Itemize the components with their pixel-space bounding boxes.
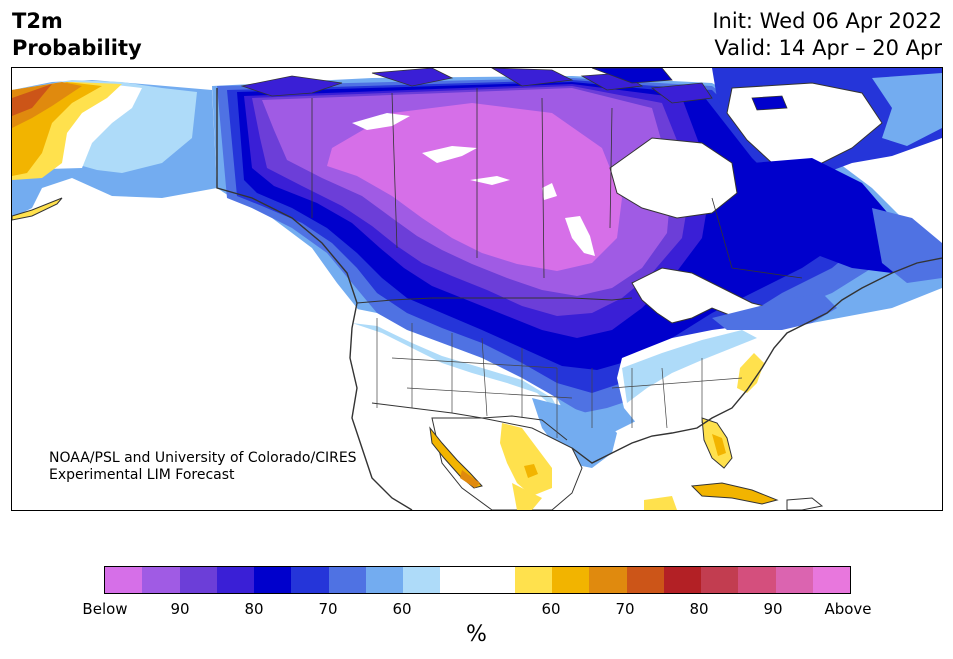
- title-left: T2m Probability: [12, 8, 142, 62]
- mexico-west-coast: [512, 483, 542, 510]
- southeast-below-50: [622, 330, 757, 403]
- labrador-region: [752, 158, 912, 273]
- florida-tip: [712, 434, 726, 456]
- colorbar-swatch: [626, 567, 664, 593]
- title-type: Probability: [12, 36, 142, 60]
- colorbar-swatch: [738, 567, 776, 593]
- colorbar-swatch: [812, 567, 850, 593]
- probability-map: [12, 68, 942, 510]
- colorbar-swatch: [514, 567, 552, 593]
- alaska-above-70: [12, 84, 52, 116]
- colorbar-unit: %: [466, 622, 487, 647]
- colorbar-swatch: [403, 567, 441, 593]
- colorbar-swatch: [440, 567, 478, 593]
- colorbar-tick-label: Below: [82, 600, 128, 618]
- baja-tip: [460, 470, 480, 488]
- colorbar-swatch: [552, 567, 590, 593]
- colorbar-swatch: [142, 567, 180, 593]
- colorbar-tick-label: 80: [689, 600, 709, 618]
- great-bear-lake: [352, 113, 410, 130]
- title-variable: T2m: [12, 9, 63, 33]
- east-coastline: [571, 257, 942, 464]
- hispaniola: [786, 497, 824, 510]
- colorbar-tick-label: 90: [763, 600, 783, 618]
- province-borders: [311, 88, 803, 279]
- arctic-islands: [240, 68, 713, 104]
- colorbar-swatch: [291, 567, 329, 593]
- lake-winnipeg: [565, 216, 595, 256]
- colorbar-swatch: [179, 567, 217, 593]
- west-coastline: [216, 88, 413, 510]
- credit-line-2: Experimental LIM Forecast: [49, 467, 235, 483]
- colorbar-swatch: [701, 567, 739, 593]
- colorbar-tick-label: 90: [170, 600, 190, 618]
- credit-text: NOAA/PSL and University of Colorado/CIRE…: [49, 450, 357, 484]
- mexico-warm: [500, 423, 552, 496]
- greenland-east: [872, 73, 942, 146]
- colorbar-swatch: [477, 567, 515, 593]
- colorbar-swatch: [663, 567, 701, 593]
- colorbar-swatch: [254, 567, 292, 593]
- colorbar: [104, 566, 851, 594]
- cuba: [690, 482, 779, 505]
- colorbar-swatch: [589, 567, 627, 593]
- hudson-bay: [609, 137, 738, 219]
- state-borders: [376, 318, 743, 438]
- map-panel: [11, 67, 943, 511]
- texas-below-55: [532, 398, 617, 468]
- baja-california: [429, 426, 483, 489]
- valid-range: Valid: 14 Apr – 20 Apr: [714, 36, 942, 60]
- colorbar-tick-label: 60: [392, 600, 412, 618]
- colorbar-swatch: [105, 567, 143, 593]
- colorbar-tick-label: 70: [318, 600, 338, 618]
- colorbar-swatch: [216, 567, 254, 593]
- northeast-blue: [712, 293, 837, 330]
- atlantic-east: [872, 208, 942, 283]
- credit-line-1: NOAA/PSL and University of Colorado/CIRE…: [49, 450, 357, 466]
- lake-athabasca: [470, 176, 510, 185]
- colorbar-swatch: [775, 567, 813, 593]
- colorbar-tick-label: 60: [541, 600, 561, 618]
- band-below-extreme: [327, 103, 622, 271]
- virginia-warm: [737, 353, 764, 393]
- init-date: Init: Wed 06 Apr 2022: [712, 9, 942, 33]
- us-canada-border: [356, 297, 633, 304]
- yucatan-warm: [644, 496, 677, 510]
- colorbar-tick-label: 80: [244, 600, 264, 618]
- colorbar-swatch: [365, 567, 403, 593]
- colorbar-swatch: [328, 567, 366, 593]
- great-slave-lake: [422, 146, 477, 163]
- colorbar-tick-label: 70: [615, 600, 635, 618]
- arctic-islands-light: [591, 68, 788, 111]
- aleutians: [12, 197, 63, 221]
- title-right: Init: Wed 06 Apr 2022 Valid: 14 Apr – 20…: [712, 8, 942, 62]
- colorbar-tick-label: Above: [824, 600, 872, 618]
- mexico-warm-core: [524, 464, 538, 478]
- reindeer-lake: [542, 183, 557, 200]
